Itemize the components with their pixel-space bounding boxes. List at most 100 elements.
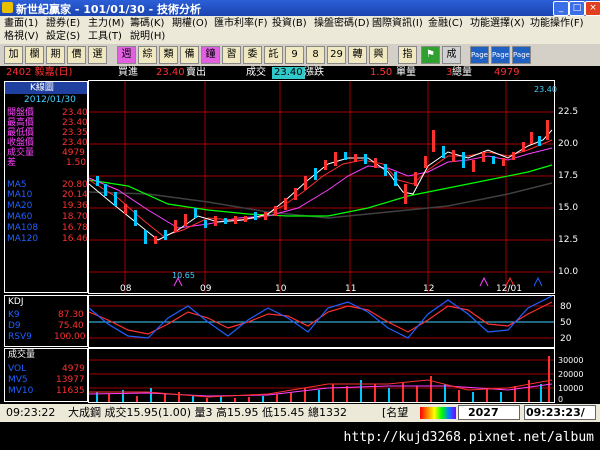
quote-bar: 2402 毅嘉(日) 買進 23.40 賣出 成交 23.40 漲跌 1.50 … bbox=[0, 66, 600, 80]
toolbar-otc-button[interactable]: 興 bbox=[369, 46, 388, 64]
month-label: 12/01 bbox=[496, 284, 522, 294]
toolbar-order-button[interactable]: 委 bbox=[243, 46, 262, 64]
mv10-line bbox=[88, 383, 553, 397]
toolbar-futures-button[interactable]: 期 bbox=[46, 46, 65, 64]
single-volume-value: 3 bbox=[446, 67, 453, 78]
mv5-label: MV5 bbox=[8, 375, 28, 385]
high-label: 最高價 bbox=[7, 118, 35, 128]
low-value: 23.35 bbox=[62, 128, 88, 138]
mv5-value: 13977 bbox=[56, 375, 85, 385]
d9-label: D9 bbox=[8, 321, 21, 331]
low-label: 最低價 bbox=[7, 128, 35, 138]
menu-securities[interactable]: 證券(E) bbox=[46, 18, 81, 29]
toolbar-price-button[interactable]: 價 bbox=[67, 46, 86, 64]
open-value: 23.40 bbox=[62, 108, 88, 118]
menu-settings[interactable]: 設定(S) bbox=[46, 31, 81, 42]
menu-mainforce[interactable]: 主力(M) bbox=[88, 18, 125, 29]
ma108-label: MA108 bbox=[7, 223, 39, 233]
kdj-axis-label: 80 bbox=[560, 302, 572, 312]
price-axis-label: 20.0 bbox=[558, 139, 578, 149]
toolbar-flag-icon[interactable]: ⚑ bbox=[421, 46, 440, 64]
deal-label: 成交 bbox=[246, 67, 266, 78]
signal-markers bbox=[173, 276, 543, 287]
toolbar-composite-button[interactable]: 綜 bbox=[138, 46, 157, 64]
k9-value: 87.30 bbox=[58, 310, 84, 320]
toolbar-practice-button[interactable]: 習 bbox=[222, 46, 241, 64]
close-value: 23.40 bbox=[62, 138, 88, 148]
minimize-button[interactable]: _ bbox=[553, 1, 569, 16]
toolbar: 加 欄 期 價 選 週 綜 類 備 鐘 習 委 託 9 8 29 轉 興 指 ⚑… bbox=[0, 44, 600, 66]
toolbar-add-button[interactable]: 加 bbox=[4, 46, 23, 64]
toolbar-memo-button[interactable]: 備 bbox=[180, 46, 199, 64]
toolbar-week-button[interactable]: 週 bbox=[117, 46, 136, 64]
buy-value: 23.40 bbox=[156, 67, 185, 78]
menu-function-select[interactable]: 功能選擇(X) bbox=[470, 18, 525, 29]
open-label: 開盤價 bbox=[7, 108, 35, 118]
change-value: 1.50 bbox=[370, 67, 393, 78]
toolbar-clock-button[interactable]: 鐘 bbox=[201, 46, 220, 64]
d9-value: 75.40 bbox=[58, 321, 84, 331]
menu-tools[interactable]: 工具(T) bbox=[88, 31, 122, 42]
volume-info-panel bbox=[4, 348, 88, 402]
k9-line bbox=[88, 295, 553, 339]
high-value: 23.40 bbox=[62, 118, 88, 128]
close-button[interactable]: × bbox=[585, 1, 600, 16]
volume-axis-label: 0 bbox=[558, 395, 563, 404]
maximize-button[interactable]: □ bbox=[569, 1, 585, 16]
menu-options[interactable]: 期權(O) bbox=[172, 18, 208, 29]
toolbar-29-button[interactable]: 29 bbox=[327, 46, 346, 64]
kline-panel-border bbox=[88, 80, 555, 294]
high-price-mark: 23.40 bbox=[534, 85, 557, 94]
menu-chips[interactable]: 籌碼(K) bbox=[130, 18, 165, 29]
toolbar-8-button[interactable]: 8 bbox=[306, 46, 325, 64]
kdj-info-panel bbox=[4, 295, 88, 347]
toolbar-category-button[interactable]: 類 bbox=[159, 46, 178, 64]
k9-label: K9 bbox=[8, 310, 20, 320]
toolbar-page-up-button[interactable]: Page bbox=[470, 46, 489, 64]
d9-line bbox=[88, 301, 553, 335]
buy-label: 買進 bbox=[118, 67, 138, 78]
ma5-label: MA5 bbox=[7, 180, 27, 190]
status-bar: 09:23:22 大成鋼 成交15.95(1.00) 量3 高15.95 低15… bbox=[0, 404, 600, 422]
month-label: 09 bbox=[200, 284, 212, 294]
ma10-label: MA10 bbox=[7, 190, 33, 200]
toolbar-page-home-button[interactable]: Page bbox=[512, 46, 531, 64]
menu-forex[interactable]: 匯市利率(F) bbox=[214, 18, 268, 29]
menu-view[interactable]: 格視(V) bbox=[4, 31, 39, 42]
kline-info-panel bbox=[4, 81, 88, 293]
mv10-value: 11635 bbox=[56, 386, 85, 396]
toolbar-page-down-button[interactable]: Page bbox=[491, 46, 510, 64]
status-time: 09:23:22 bbox=[6, 406, 56, 419]
toolbar-convert-button[interactable]: 轉 bbox=[348, 46, 367, 64]
menu-help[interactable]: 說明(H) bbox=[130, 31, 166, 42]
toolbar-select-button[interactable]: 選 bbox=[88, 46, 107, 64]
toolbar-deal-button[interactable]: 成 bbox=[442, 46, 461, 64]
toolbar-column-button[interactable]: 欄 bbox=[25, 46, 44, 64]
menu-international[interactable]: 國際資訊(I) bbox=[372, 18, 423, 29]
volume-bars bbox=[96, 356, 550, 402]
menu-trading-code[interactable]: 操盤密碼(D) bbox=[314, 18, 370, 29]
toolbar-9-button[interactable]: 9 bbox=[285, 46, 304, 64]
toolbar-index-button[interactable]: 指 bbox=[398, 46, 417, 64]
diff-value: 1.50 bbox=[66, 158, 87, 168]
deal-value: 23.40 bbox=[272, 67, 305, 79]
ma120-line bbox=[88, 182, 553, 219]
volume-axis-label: 30000 bbox=[558, 356, 583, 365]
mv10-label: MV10 bbox=[8, 386, 34, 396]
menu-screen[interactable]: 畫面(1) bbox=[4, 18, 39, 29]
ma60-line bbox=[88, 164, 553, 217]
stock-symbol: 2402 毅嘉(日) bbox=[6, 67, 73, 78]
price-axis-label: 10.0 bbox=[558, 267, 578, 277]
mv5-line bbox=[89, 379, 553, 398]
sell-label: 賣出 bbox=[186, 67, 206, 78]
menu-invest[interactable]: 投資(B) bbox=[272, 18, 307, 29]
title-bar: 新世紀贏家 - 101/01/30 - 技術分析 _ □ × bbox=[0, 0, 600, 16]
menu-finance[interactable]: 金融(C) bbox=[428, 18, 463, 29]
window-title: 新世紀贏家 - 101/01/30 - 技術分析 bbox=[16, 3, 202, 16]
toolbar-entrust-button[interactable]: 託 bbox=[264, 46, 283, 64]
ma60-value: 18.70 bbox=[62, 212, 88, 222]
ma60-label: MA60 bbox=[7, 212, 33, 222]
menu-function-operate[interactable]: 功能操作(F) bbox=[530, 18, 584, 29]
chart-area[interactable]: 22.5 20.0 17.5 15.0 12.5 10.0 23.40 10.6… bbox=[88, 80, 600, 404]
volume-label: 成交量 bbox=[7, 148, 35, 158]
